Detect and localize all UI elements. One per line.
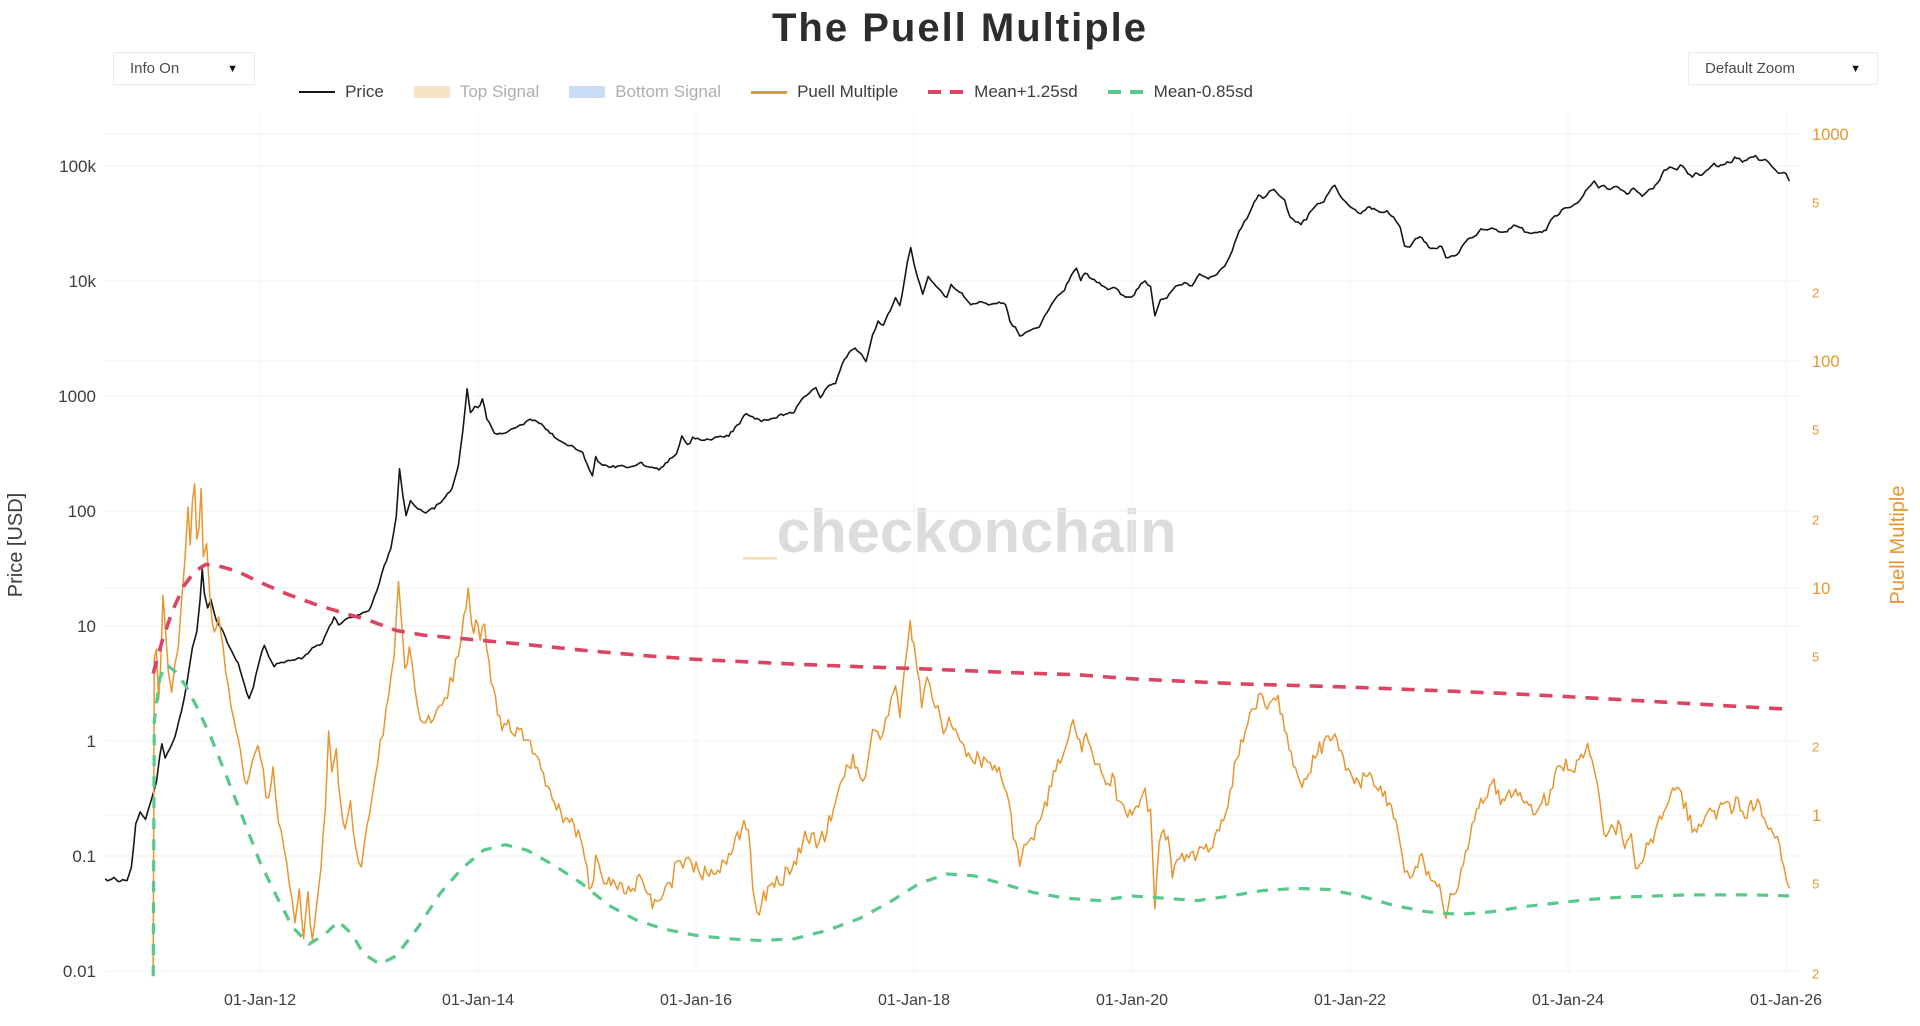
svg-text:5: 5 [1812, 195, 1819, 210]
watermark: _checkonchain [743, 497, 1177, 566]
price-swatch-icon [299, 90, 336, 94]
svg-text:01-Jan-12: 01-Jan-12 [224, 992, 296, 1009]
svg-text:10: 10 [1812, 580, 1830, 598]
svg-text:01-Jan-22: 01-Jan-22 [1314, 992, 1386, 1009]
legend-label: Price [345, 82, 384, 101]
top-signal-swatch-icon [413, 86, 450, 98]
series-price [104, 154, 1791, 883]
svg-text:0.1: 0.1 [72, 847, 96, 866]
watermark-text: checkonchain [776, 498, 1177, 565]
series-mean-0-85sd [151, 662, 1792, 977]
info-dropdown[interactable]: Info On ▼ [113, 52, 255, 85]
legend-label: Mean-0.85sd [1153, 82, 1253, 101]
legend-item-bottom-signal[interactable]: Bottom Signal [569, 82, 721, 102]
left-axis-ticks: 100k 10k 1000 100 10 1 0.1 0.01 [58, 157, 96, 981]
mean-0-85sd-swatch-icon [1107, 90, 1144, 94]
legend-label: Bottom Signal [615, 82, 722, 101]
svg-text:2: 2 [1812, 286, 1819, 301]
legend-item-puell-multiple[interactable]: Puell Multiple [751, 82, 898, 102]
svg-text:2: 2 [1812, 513, 1819, 528]
legend-item-top-signal[interactable]: Top Signal [413, 82, 540, 102]
svg-text:01-Jan-18: 01-Jan-18 [878, 992, 950, 1009]
svg-text:01-Jan-16: 01-Jan-16 [660, 992, 732, 1009]
left-axis-title: Price [USD] [5, 493, 27, 597]
svg-text:0.01: 0.01 [63, 962, 96, 981]
svg-text:5: 5 [1812, 422, 1819, 437]
chart-legend: Price Top Signal Bottom Signal Puell Multip… [0, 82, 1552, 102]
svg-text:01-Jan-20: 01-Jan-20 [1096, 992, 1168, 1009]
gridlines [105, 112, 1800, 975]
watermark-underscore: _ [743, 498, 777, 565]
svg-text:2: 2 [1812, 967, 1819, 982]
chart-series [104, 154, 1792, 977]
svg-text:10k: 10k [69, 272, 97, 291]
svg-text:5: 5 [1812, 876, 1819, 891]
right-axis-title: Puell Multiple [1887, 486, 1909, 605]
svg-text:10: 10 [77, 617, 96, 636]
svg-text:5: 5 [1812, 649, 1819, 664]
series-puell-multiple [152, 483, 1791, 968]
legend-label: Mean+1.25sd [974, 82, 1078, 101]
chevron-down-icon: ▼ [1850, 62, 1861, 75]
svg-text:2: 2 [1812, 740, 1819, 755]
svg-text:1: 1 [1812, 807, 1821, 825]
svg-text:01-Jan-24: 01-Jan-24 [1532, 992, 1604, 1009]
bottom-signal-swatch-icon [569, 86, 606, 98]
info-dropdown-label: Info On [130, 60, 180, 77]
svg-text:1000: 1000 [58, 387, 96, 406]
puell-multiple-swatch-icon [751, 90, 788, 94]
mean-1-25sd-swatch-icon [928, 90, 965, 94]
svg-text:100: 100 [68, 502, 96, 521]
chevron-down-icon: ▼ [227, 62, 238, 75]
zoom-dropdown-label: Default Zoom [1705, 60, 1796, 77]
page-title: The Puell Multiple [771, 6, 1149, 50]
legend-item-mean-0-85sd[interactable]: Mean-0.85sd [1107, 82, 1253, 102]
svg-text:1000: 1000 [1812, 126, 1849, 144]
legend-item-mean-1-25sd[interactable]: Mean+1.25sd [928, 82, 1078, 102]
x-axis-ticks: 01-Jan-12 01-Jan-14 01-Jan-16 01-Jan-18 01-J… [224, 992, 1822, 1009]
right-axis-ticks: 1000 5 2 100 5 2 10 5 2 1 5 2 [1812, 126, 1849, 982]
legend-label: Top Signal [459, 82, 540, 101]
svg-text:01-Jan-14: 01-Jan-14 [442, 992, 514, 1009]
series-mean-1-25sd [151, 562, 1792, 712]
svg-text:100: 100 [1812, 353, 1840, 371]
legend-item-price[interactable]: Price [299, 82, 384, 102]
svg-text:01-Jan-26: 01-Jan-26 [1750, 992, 1822, 1009]
svg-text:1: 1 [87, 732, 96, 751]
legend-label: Puell Multiple [797, 82, 899, 101]
svg-text:100k: 100k [59, 157, 96, 176]
zoom-dropdown[interactable]: Default Zoom ▼ [1688, 52, 1878, 85]
